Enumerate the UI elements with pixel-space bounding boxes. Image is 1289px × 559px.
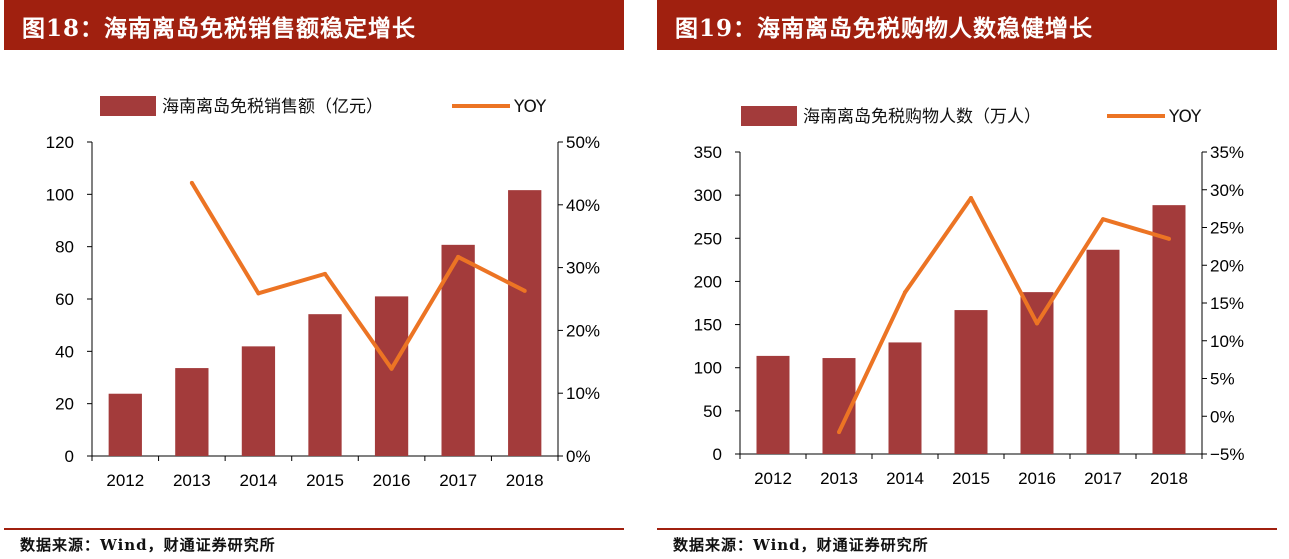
- bar: [241, 346, 276, 456]
- bar: [374, 296, 409, 456]
- legend-label-line: YOY: [1168, 107, 1202, 127]
- y-tick-label: 0: [65, 447, 74, 466]
- bar: [308, 314, 342, 456]
- y2-tick-label: −5%: [1210, 445, 1245, 464]
- x-tick-label: 2018: [506, 471, 544, 490]
- bar: [1020, 292, 1054, 454]
- y-tick-label: 150: [694, 316, 722, 335]
- y-tick-label: 300: [694, 186, 722, 205]
- bar: [1152, 205, 1186, 454]
- bar: [756, 355, 790, 454]
- chart-panel-sales: 图18：海南离岛免税销售额稳定增长 0 20 40 60 80 100 120 0% 10% 20…: [0, 0, 624, 559]
- x-tick-label: 2014: [886, 469, 924, 488]
- yoy-point: [189, 180, 194, 185]
- y-tick-label: 100: [46, 185, 74, 204]
- y-tick-label: 120: [46, 133, 74, 152]
- y2-tick-label: 25%: [1210, 219, 1244, 238]
- y2-tick-label: 30%: [1210, 181, 1244, 200]
- bar: [108, 393, 142, 456]
- legend-swatch-bar: [741, 106, 797, 126]
- shoppers-chart: 0 50 100 150 200 250 300 350 −5% 0% 5% 10% 15% 20% 25%…: [694, 106, 1245, 488]
- y2-tick-label: 0%: [1210, 407, 1235, 426]
- yoy-point: [323, 271, 327, 276]
- yoy-point: [522, 288, 527, 293]
- chart-title: 图19：海南离岛免税购物人数稳健增长: [675, 15, 1094, 42]
- y2-tick-label: 30%: [566, 259, 600, 278]
- y2-tick-label: 20%: [1210, 256, 1244, 275]
- y2-tick-label: 20%: [566, 321, 600, 340]
- yoy-point: [903, 290, 907, 295]
- x-tick-label: 2013: [173, 471, 211, 490]
- y2-tick-label: 0%: [566, 447, 591, 466]
- legend-swatch-bar: [100, 96, 156, 116]
- y-tick-label: 250: [694, 229, 722, 248]
- yoy-point: [1101, 217, 1105, 222]
- bar: [175, 368, 209, 456]
- y-tick-label: 350: [694, 143, 722, 162]
- chart-title-bar: 图18：海南离岛免税销售额稳定增长: [4, 0, 624, 50]
- yoy-line: [837, 196, 1170, 433]
- sales-chart: 0 20 40 60 80 100 120 0% 10% 20% 30% 40% 50% 2012 2013…: [46, 96, 600, 490]
- bar: [888, 342, 922, 454]
- legend-label-bar: 海南离岛免税销售额（亿元）: [162, 97, 383, 117]
- x-tick-label: 2012: [106, 471, 144, 490]
- y-tick-label: 200: [694, 272, 722, 291]
- y2-tick-label: 15%: [1210, 294, 1244, 313]
- chart-title: 图18：海南离岛免税销售额稳定增长: [22, 15, 417, 42]
- bar: [441, 244, 475, 456]
- yoy-point: [456, 254, 461, 259]
- x-tick-label: 2016: [1018, 469, 1056, 488]
- y-tick-label: 80: [55, 238, 74, 257]
- x-tick-label: 2015: [952, 469, 990, 488]
- bar: [508, 190, 542, 456]
- y-tick-label: 50: [703, 402, 722, 421]
- chart-panel-shoppers: 图19：海南离岛免税购物人数稳健增长 0 50 100 150 200 250 300 350…: [653, 0, 1277, 559]
- x-tick-label: 2012: [754, 469, 792, 488]
- source-note: 数据来源：Wind，财通证券研究所: [20, 536, 276, 554]
- yoy-point: [1167, 236, 1171, 241]
- source-note: 数据来源：Wind，财通证券研究所: [673, 536, 929, 554]
- x-tick-label: 2014: [240, 471, 278, 490]
- y2-tick-label: 40%: [566, 196, 600, 215]
- y-tick-label: 100: [694, 359, 722, 378]
- y2-tick-label: 5%: [1210, 370, 1235, 389]
- legend-label-bar: 海南离岛免税购物人数（万人）: [803, 107, 1041, 127]
- y2-tick-label: 50%: [566, 133, 600, 152]
- yoy-point: [969, 196, 973, 201]
- y-tick-label: 20: [55, 395, 74, 414]
- x-tick-label: 2015: [306, 471, 344, 490]
- yoy-point: [256, 291, 261, 296]
- x-tick-label: 2013: [820, 469, 858, 488]
- y2-tick-label: 10%: [566, 384, 600, 403]
- y-tick-label: 60: [55, 290, 74, 309]
- yoy-point: [1035, 321, 1039, 326]
- y2-tick-label: 35%: [1210, 143, 1244, 162]
- source-divider: [657, 528, 1277, 530]
- y2-tick-label: 10%: [1210, 332, 1244, 351]
- legend-label-line: YOY: [513, 97, 547, 117]
- yoy-point: [389, 366, 394, 371]
- y-tick-label: 0: [713, 445, 722, 464]
- bar: [1086, 249, 1120, 454]
- yoy-point: [837, 430, 841, 435]
- x-tick-label: 2018: [1150, 469, 1188, 488]
- chart-title-bar: 图19：海南离岛免税购物人数稳健增长: [657, 0, 1277, 50]
- x-tick-label: 2017: [439, 471, 477, 490]
- x-tick-label: 2017: [1084, 469, 1122, 488]
- source-divider: [4, 528, 624, 530]
- bar: [954, 310, 988, 454]
- y-tick-label: 40: [55, 342, 74, 361]
- x-tick-label: 2016: [373, 471, 411, 490]
- yoy-line: [190, 181, 526, 371]
